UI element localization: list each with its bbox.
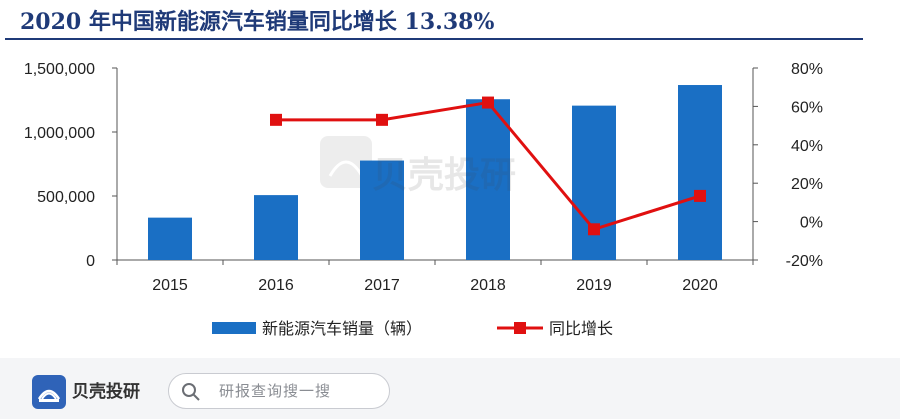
- search-placeholder: 研报查询搜一搜: [219, 382, 332, 400]
- brand-name[interactable]: 贝壳投研: [72, 382, 140, 402]
- watermark-logo-box: [320, 136, 372, 188]
- right-tick-label: 0%: [800, 215, 823, 232]
- left-tick-label: 1,000,000: [24, 125, 95, 142]
- x-tick-label: 2019: [576, 277, 612, 294]
- right-tick-label: 40%: [791, 138, 823, 155]
- watermark-text: 贝壳投研: [372, 155, 517, 196]
- line-series: [270, 96, 706, 236]
- bar: [572, 105, 616, 260]
- watermark-logo-icon: [320, 136, 372, 188]
- footer-bar: 贝壳投研 研报查询搜一搜: [0, 358, 900, 419]
- sales-chart: 0 500,000 1,000,000 1,500,000 -20% 0% 20% 40% 60…: [24, 61, 823, 338]
- x-tick-label: 2015: [152, 277, 188, 294]
- brand-logo-icon[interactable]: [32, 375, 66, 409]
- bar: [254, 195, 298, 260]
- right-tick-label: 60%: [791, 99, 823, 116]
- legend: 新能源汽车销量（辆） 同比增长: [212, 319, 613, 338]
- x-tick-label: 2020: [682, 277, 718, 294]
- chart-title: 2020 年中国新能源汽车销量同比增长 13.38%: [20, 9, 495, 35]
- title-divider: [5, 38, 863, 40]
- line-point: [270, 113, 282, 126]
- line-point: [588, 223, 600, 236]
- legend-bar-swatch: [212, 322, 256, 334]
- right-tick-label: -20%: [786, 253, 823, 270]
- left-tick-label: 1,500,000: [24, 61, 95, 78]
- bar: [148, 217, 192, 260]
- line-point: [482, 96, 494, 109]
- bar-series: [148, 85, 722, 260]
- legend-bar-label: 新能源汽车销量（辆）: [262, 319, 422, 338]
- bar: [360, 160, 404, 260]
- bar: [466, 99, 510, 260]
- x-tick-label: 2017: [364, 277, 400, 294]
- legend-line-marker: [514, 322, 526, 334]
- bar: [678, 85, 722, 260]
- left-tick-label: 500,000: [37, 189, 95, 206]
- search-icon: [181, 382, 201, 406]
- axes: 0 500,000 1,000,000 1,500,000 -20% 0% 20% 40% 60…: [24, 61, 823, 294]
- x-tick-label: 2018: [470, 277, 506, 294]
- line-point: [694, 189, 706, 202]
- right-tick-label: 20%: [791, 176, 823, 193]
- right-tick-label: 80%: [791, 61, 823, 78]
- left-tick-label: 0: [86, 253, 95, 270]
- search-input[interactable]: 研报查询搜一搜: [168, 373, 390, 409]
- x-tick-label: 2016: [258, 277, 294, 294]
- line-point: [376, 113, 388, 126]
- watermark-logo-arc: [328, 160, 364, 177]
- legend-line-label: 同比增长: [549, 319, 613, 338]
